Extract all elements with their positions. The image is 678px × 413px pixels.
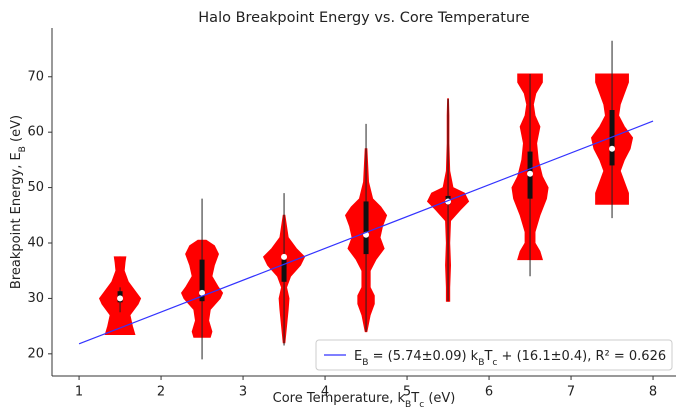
- label-part: Core Temperature, k: [273, 391, 406, 406]
- x-tick-label: 2: [157, 385, 165, 400]
- legend-label: EB = (5.74±0.09) kBTc + (16.1±0.4), R² =…: [354, 349, 666, 368]
- y-tick-label: 20: [27, 346, 44, 361]
- y-tick-label: 60: [27, 125, 44, 140]
- y-tick-label: 70: [27, 69, 44, 84]
- iqr-box: [199, 259, 205, 302]
- x-tick-label: 7: [567, 385, 575, 400]
- y-tick-label: 50: [27, 180, 44, 195]
- label-part: c: [419, 400, 424, 409]
- violin-body: [119, 256, 142, 335]
- iqr-box: [281, 259, 287, 282]
- iqr-box: [609, 110, 615, 166]
- y-tick-label: 40: [27, 236, 44, 251]
- label-part: B: [478, 358, 484, 368]
- x-tick-label: 6: [485, 385, 493, 400]
- legend-box: [315, 339, 673, 371]
- label-part: + (16.1±0.4), R² = 0.626: [497, 349, 666, 364]
- label-part: B: [362, 358, 368, 368]
- label-part: (eV): [9, 115, 24, 146]
- violin-body: [426, 98, 449, 302]
- violin-body: [365, 148, 388, 333]
- violin-body: [262, 214, 285, 344]
- x-tick-label: 5: [403, 385, 411, 400]
- median: [527, 170, 534, 177]
- label-part: Breakpoint Energy, E: [9, 152, 24, 289]
- y-tick-label: 30: [27, 291, 44, 306]
- label-part: E: [354, 349, 362, 364]
- label-part: (eV): [424, 391, 455, 406]
- y-axis-label: Breakpoint Energy, EB (eV): [9, 115, 28, 289]
- label-part: B: [18, 146, 28, 152]
- label-part: = (5.74±0.09) k: [368, 349, 478, 364]
- label-part: c: [492, 358, 497, 368]
- median: [117, 295, 124, 302]
- violin-body: [201, 239, 224, 338]
- violin-body: [611, 73, 634, 205]
- label-part: T: [483, 349, 492, 364]
- label-part: B: [405, 400, 411, 409]
- x-tick-label: 4: [321, 385, 329, 400]
- x-tick-label: 1: [75, 385, 83, 400]
- violin-body: [447, 98, 470, 302]
- chart-title: Halo Breakpoint Energy vs. Core Temperat…: [198, 10, 530, 26]
- violin-body: [591, 73, 613, 205]
- median: [281, 253, 288, 260]
- fit-line: [78, 120, 654, 345]
- violin-body: [283, 214, 306, 344]
- violin-body: [98, 256, 121, 335]
- violin-body: [511, 73, 531, 261]
- label-part: T: [410, 391, 419, 406]
- x-axis-label: Core Temperature, kBTc (eV): [273, 391, 456, 409]
- violin-body: [529, 73, 549, 261]
- x-tick-label: 8: [649, 385, 657, 400]
- median: [609, 145, 616, 152]
- violin-body: [180, 239, 203, 338]
- median: [199, 289, 206, 296]
- x-tick-label: 3: [239, 385, 247, 400]
- violin-body: [344, 148, 367, 333]
- iqr-box: [363, 201, 369, 255]
